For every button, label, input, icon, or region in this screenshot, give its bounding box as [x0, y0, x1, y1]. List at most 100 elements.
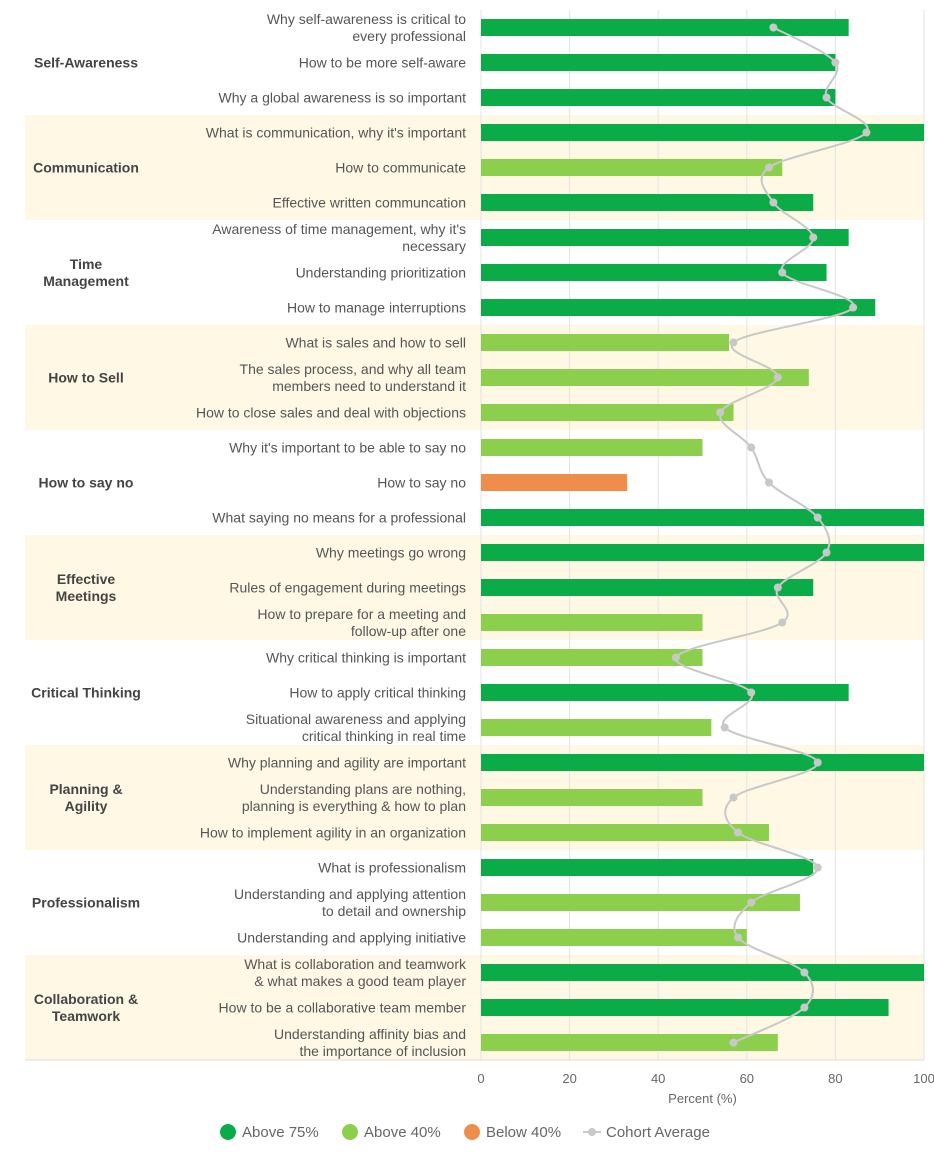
- group-label-line: Planning &: [49, 781, 122, 797]
- cohort-average-point: [831, 58, 840, 67]
- cohort-average-point: [733, 828, 742, 837]
- bar: [481, 929, 747, 946]
- group-label-line: Effective: [57, 571, 116, 587]
- x-tick-label: 0: [477, 1071, 484, 1086]
- row-label-line: members need to understand it: [272, 378, 466, 394]
- bar: [481, 159, 783, 176]
- cohort-average-point: [747, 688, 756, 697]
- row-label-line: to detail and ownership: [322, 903, 466, 919]
- bar: [481, 964, 924, 981]
- row-label-line: Rules of engagement during meetings: [229, 580, 466, 596]
- cohort-average-point: [800, 968, 809, 977]
- row-label: Rules of engagement during meetings: [229, 580, 466, 596]
- cohort-average-point: [809, 233, 818, 242]
- cohort-average-line: [671, 23, 871, 1047]
- cohort-average-point: [729, 793, 738, 802]
- bar: [481, 509, 924, 526]
- row-label: How to be more self-aware: [299, 55, 467, 71]
- bar: [481, 299, 876, 316]
- cohort-average-point: [769, 23, 778, 32]
- row-label-line: & what makes a good team player: [254, 973, 466, 989]
- x-tick-label: 20: [562, 1071, 576, 1086]
- row-label: How to say no: [377, 475, 466, 491]
- cohort-average-point: [729, 1038, 738, 1047]
- row-label: Why critical thinking is important: [266, 650, 466, 666]
- bar: [481, 1034, 778, 1051]
- row-label-line: Understanding and applying initiative: [237, 930, 466, 946]
- bar: [481, 999, 889, 1016]
- x-axis-title: Percent (%): [668, 1091, 737, 1106]
- row-label: Understanding plans are nothing, planning…: [242, 781, 466, 814]
- group-label-line: Agility: [65, 798, 108, 814]
- bar: [481, 614, 703, 631]
- cohort-average-point: [764, 163, 773, 172]
- cohort-average-point: [778, 618, 787, 627]
- bar: [481, 789, 703, 806]
- row-label: How to implement agility in an organizat…: [200, 825, 466, 841]
- row-label-line: How to prepare for a meeting and: [257, 606, 466, 622]
- row-label: Situational awareness and applying critic…: [246, 711, 466, 744]
- row-label-line: How to close sales and deal with objecti…: [196, 405, 466, 421]
- bar: [481, 124, 924, 141]
- row-label: Awareness of time management, why it's ne…: [212, 221, 466, 254]
- group-label-line: Management: [43, 273, 129, 289]
- row-label-line: What is sales and how to sell: [285, 335, 466, 351]
- row-label: How to prepare for a meeting and follow-u…: [257, 606, 466, 639]
- group-label-line: Self-Awareness: [34, 55, 138, 71]
- group-label: Planning & Agility: [49, 781, 122, 814]
- cohort-average-point: [716, 408, 725, 417]
- row-label: How to be a collaborative team member: [219, 1000, 467, 1016]
- row-label: How to manage interruptions: [287, 300, 466, 316]
- x-tick-label: 80: [828, 1071, 842, 1086]
- bar: [481, 684, 849, 701]
- row-label-line: Situational awareness and applying: [246, 711, 466, 727]
- group-label-line: Professionalism: [32, 895, 140, 911]
- row-label: How to communicate: [335, 160, 466, 176]
- row-label-line: Awareness of time management, why it's: [212, 221, 466, 237]
- row-label: Understanding affinity bias and the impor…: [274, 1026, 466, 1059]
- row-label: Understanding and applying attention to d…: [234, 886, 466, 919]
- group-label: Critical Thinking: [31, 685, 141, 701]
- row-label-line: How to say no: [377, 475, 466, 491]
- cohort-average-point: [813, 513, 822, 522]
- row-label-line: What is collaboration and teamwork: [244, 956, 467, 972]
- row-labels: Why self-awareness is critical to every p…: [196, 11, 467, 1059]
- legend-dot-marker: [464, 1124, 480, 1140]
- group-label: Self-Awareness: [34, 55, 138, 71]
- row-label-line: Understanding prioritization: [296, 265, 466, 281]
- bar: [481, 194, 814, 211]
- bar: [481, 824, 769, 841]
- row-label-line: What is communication, why it's importan…: [206, 125, 466, 141]
- row-label-line: critical thinking in real time: [302, 728, 466, 744]
- bar: [481, 719, 712, 736]
- cohort-average-point: [822, 93, 831, 102]
- group-label-line: Critical Thinking: [31, 685, 141, 701]
- cohort-average-point: [671, 653, 680, 662]
- bar: [481, 369, 809, 386]
- cohort-average-point: [813, 863, 822, 872]
- legend-label: Below 40%: [486, 1124, 561, 1141]
- legend-label: Above 75%: [242, 1124, 319, 1141]
- group-label-line: Meetings: [56, 588, 117, 604]
- cohort-average-point: [747, 443, 756, 452]
- row-label-line: How to implement agility in an organizat…: [200, 825, 466, 841]
- row-label-line: How to be more self-aware: [299, 55, 467, 71]
- row-label: What is professionalism: [318, 860, 466, 876]
- row-label-line: Why a global awareness is so important: [219, 90, 467, 106]
- row-label-line: Understanding affinity bias and: [274, 1026, 466, 1042]
- x-tick-label: 40: [651, 1071, 665, 1086]
- cohort-average-point: [800, 1003, 809, 1012]
- legend-label: Cohort Average: [606, 1124, 710, 1141]
- row-label-line: planning is everything & how to plan: [242, 798, 466, 814]
- bars: [481, 19, 924, 1051]
- row-label-line: necessary: [402, 238, 466, 254]
- x-tick-label: 100: [913, 1071, 934, 1086]
- row-label: Effective written communcation: [273, 195, 467, 211]
- row-label-line: the importance of inclusion: [299, 1043, 466, 1059]
- group-label-line: Collaboration &: [34, 991, 138, 1007]
- bar: [481, 334, 730, 351]
- legend-dot-marker: [220, 1124, 236, 1140]
- row-label: Why meetings go wrong: [316, 545, 466, 561]
- row-label: Understanding prioritization: [296, 265, 466, 281]
